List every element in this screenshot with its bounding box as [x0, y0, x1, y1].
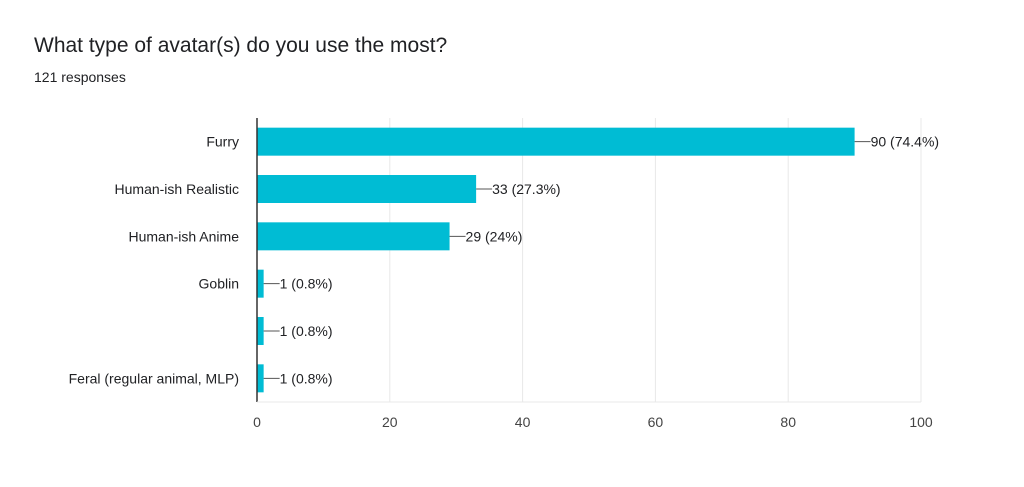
- category-label: Goblin: [199, 276, 239, 292]
- bar: [257, 317, 264, 345]
- x-tick-label: 40: [515, 414, 531, 430]
- bar: [257, 127, 855, 156]
- category-label: Furry: [206, 134, 239, 150]
- x-tick-label: 20: [382, 414, 398, 430]
- data-label: 1 (0.8%): [280, 276, 333, 292]
- bar: [257, 175, 477, 203]
- category-label: Human-ish Realistic: [115, 181, 239, 197]
- bar: [257, 364, 264, 393]
- bar: [257, 222, 450, 251]
- category-label: Feral (regular animal, MLP): [69, 370, 239, 386]
- x-tick-label: 60: [648, 414, 664, 430]
- response-count: 121 responses: [34, 69, 126, 85]
- bar: [257, 269, 264, 298]
- chart-title: What type of avatar(s) do you use the mo…: [34, 34, 448, 57]
- data-label: 1 (0.8%): [280, 370, 333, 386]
- data-label: 90 (74.4%): [871, 134, 939, 150]
- data-label: 29 (24%): [466, 228, 523, 244]
- x-tick-label: 0: [253, 414, 261, 430]
- data-label: 1 (0.8%): [280, 323, 333, 339]
- x-tick-label: 100: [909, 414, 933, 430]
- data-label: 33 (27.3%): [492, 181, 560, 197]
- category-label: Human-ish Anime: [129, 228, 240, 244]
- x-tick-label: 80: [780, 414, 796, 430]
